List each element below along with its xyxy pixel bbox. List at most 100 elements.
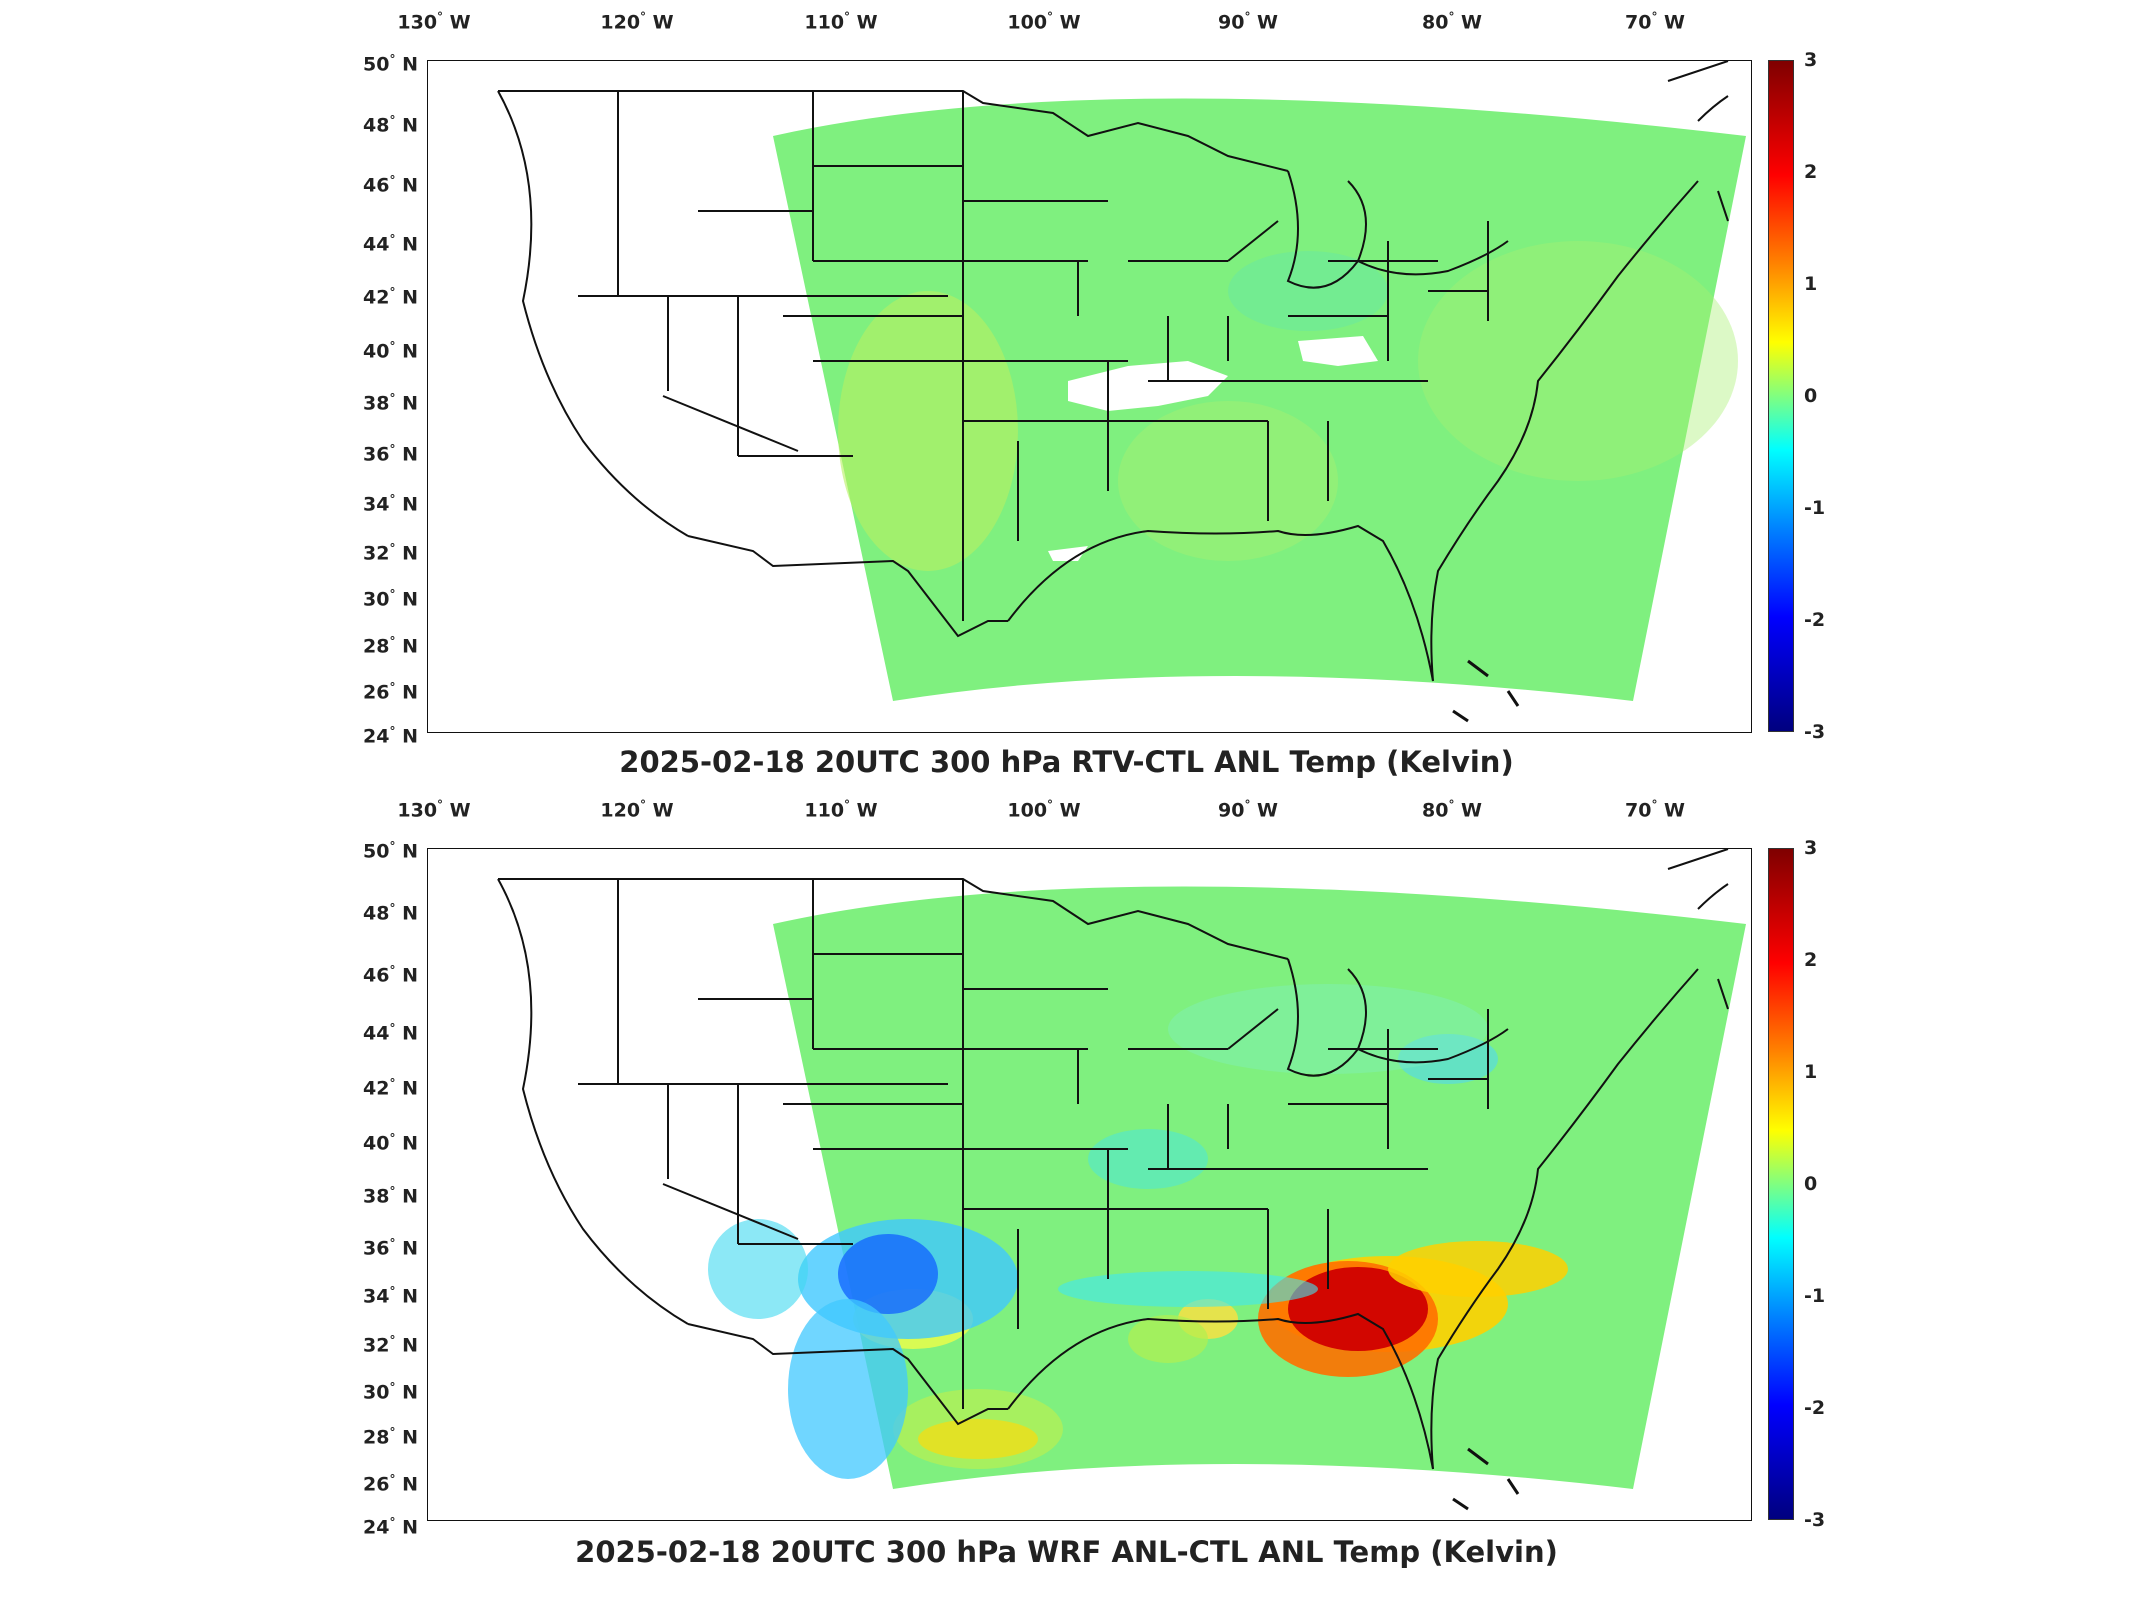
colorbar-tick-label: 2 [1804, 161, 1818, 183]
cold-anomaly [708, 1219, 808, 1319]
colorbar [1768, 60, 1794, 732]
lon-tick-label: 110° W [804, 798, 878, 822]
warm-patch [1418, 241, 1738, 481]
cold-anomaly [838, 1234, 938, 1314]
warm-patch [838, 291, 1018, 571]
state-boundary-line [687, 535, 1008, 638]
state-boundary-line [1430, 968, 1699, 1470]
lat-tick-label: 34° N [363, 492, 418, 516]
lat-tick-label: 40° N [363, 1131, 418, 1155]
colorbar [1768, 848, 1794, 1520]
map-frame [427, 60, 1752, 733]
lon-tick-label: 100° W [1007, 10, 1081, 34]
colorbar-tick-label: -2 [1804, 609, 1826, 631]
lat-tick-label: 26° N [363, 680, 418, 704]
colorbar-tick-label: -1 [1804, 1285, 1826, 1307]
lat-tick-label: 32° N [363, 1333, 418, 1357]
lat-tick-label: 38° N [363, 1184, 418, 1208]
bottom-map-panel: 130° W 120° W 110° W 100° W 90° W 80° W 70° W … [0, 790, 2133, 1600]
lat-tick-label: 48° N [363, 113, 418, 137]
panel-title: 2025-02-18 20UTC 300 hPa RTV-CTL ANL Tem… [619, 745, 1514, 779]
warm-anomaly [893, 1389, 1063, 1469]
lat-tick-label: 28° N [363, 634, 418, 658]
state-boundary-line [1357, 240, 1509, 276]
lon-tick-label: 100° W [1007, 798, 1081, 822]
lat-tick-label: 44° N [363, 1021, 418, 1045]
lon-tick-label: 120° W [600, 798, 674, 822]
state-boundary-line [498, 90, 1289, 172]
state-boundary-line [1007, 1312, 1434, 1470]
colorbar-tick-label: -2 [1804, 1397, 1826, 1419]
lat-tick-label: 42° N [363, 285, 418, 309]
map-svg [497, 849, 1746, 1511]
top-map-panel: 130° W 120° W 110° W 100° W 90° W 80° W 70° W … [0, 0, 2133, 790]
maritime-coastline [1667, 61, 1729, 222]
lon-tick-label: 130° W [397, 798, 471, 822]
colorbar-tick-label: 1 [1804, 273, 1818, 295]
map-frame [427, 848, 1752, 1521]
lat-tick-label: 42° N [363, 1076, 418, 1100]
lat-tick-label: 44° N [363, 232, 418, 256]
cool-patch [1228, 251, 1388, 331]
lon-tick-label: 90° W [1217, 10, 1279, 34]
lat-tick-label: 24° N [363, 1515, 418, 1539]
lon-tick-label: 130° W [397, 10, 471, 34]
colorbar-tick-label: -3 [1804, 1509, 1826, 1531]
warm-patch [1118, 401, 1338, 561]
lon-tick-label: 90° W [1217, 798, 1279, 822]
cold-anomaly [1088, 1129, 1208, 1189]
cool-patch [1168, 984, 1488, 1074]
panel-title: 2025-02-18 20UTC 300 hPa WRF ANL-CTL ANL… [575, 1535, 1558, 1569]
lat-tick-label: 36° N [363, 1236, 418, 1260]
lat-tick-label: 30° N [363, 587, 418, 611]
state-boundary-line [1430, 180, 1699, 682]
model-domain-field [773, 98, 1746, 701]
colorbar-tick-label: -3 [1804, 721, 1826, 743]
lon-tick-label: 110° W [804, 10, 878, 34]
lon-tick-label: 80° W [1421, 10, 1483, 34]
lat-tick-label: 28° N [363, 1425, 418, 1449]
lat-tick-label: 50° N [363, 839, 418, 863]
missing-data-region [1298, 336, 1378, 366]
lat-tick-label: 50° N [363, 52, 418, 76]
state-boundary-line [662, 1183, 799, 1240]
state-boundary-line [1357, 1028, 1509, 1064]
island-coastline [1452, 659, 1520, 723]
lat-tick-label: 46° N [363, 963, 418, 987]
lat-tick-label: 34° N [363, 1284, 418, 1308]
state-boundary-line [662, 395, 799, 452]
lat-tick-label: 32° N [363, 541, 418, 565]
state-boundary-line [1286, 170, 1367, 289]
maritime-coastline [1667, 849, 1729, 1010]
state-boundary-line [1227, 1008, 1279, 1050]
lat-tick-label: 48° N [363, 901, 418, 925]
lon-tick-label: 80° W [1421, 798, 1483, 822]
missing-data-region [1048, 546, 1088, 561]
state-boundary-line [687, 1323, 1008, 1426]
state-boundary-line [497, 878, 689, 1325]
island-coastline [1452, 1447, 1520, 1511]
colorbar-tick-label: 2 [1804, 949, 1818, 971]
lat-tick-label: 24° N [363, 724, 418, 748]
state-boundary-line [498, 878, 1289, 960]
lat-tick-label: 46° N [363, 173, 418, 197]
lat-tick-label: 40° N [363, 339, 418, 363]
lon-tick-label: 120° W [600, 10, 674, 34]
cold-anomaly [1058, 1271, 1318, 1307]
colorbar-tick-label: 3 [1804, 837, 1818, 859]
lat-tick-label: 30° N [363, 1380, 418, 1404]
colorbar-tick-label: 0 [1804, 385, 1818, 407]
lon-tick-label: 70° W [1624, 798, 1686, 822]
state-boundary-line [1286, 958, 1367, 1077]
model-domain-field [773, 886, 1746, 1489]
warm-anomaly [1388, 1241, 1568, 1297]
colorbar-tick-label: 0 [1804, 1173, 1818, 1195]
map-svg [497, 61, 1746, 723]
lon-tick-label: 70° W [1624, 10, 1686, 34]
lat-tick-label: 36° N [363, 442, 418, 466]
cold-anomaly [788, 1299, 908, 1479]
colorbar-tick-label: 3 [1804, 49, 1818, 71]
colorbar-tick-label: -1 [1804, 497, 1826, 519]
warm-anomaly [1128, 1315, 1208, 1363]
state-boundary-line [497, 90, 689, 537]
